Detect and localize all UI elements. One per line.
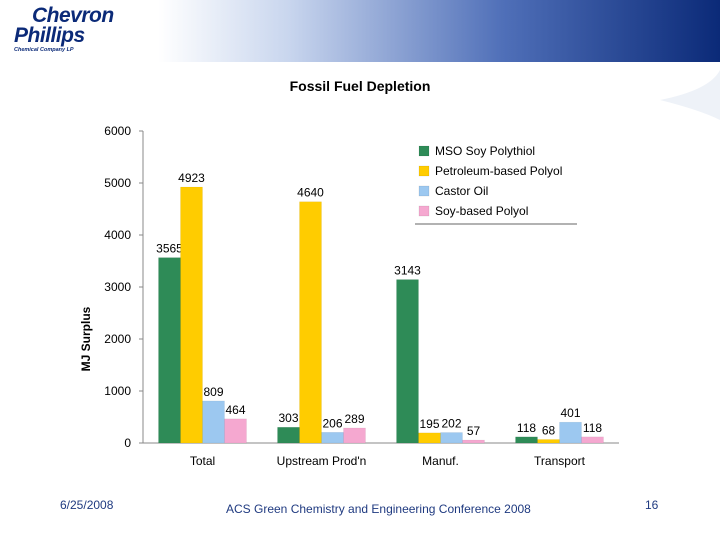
x-tick-label: Total: [190, 454, 215, 468]
decorative-swoosh: [660, 70, 720, 120]
bar: [299, 201, 322, 444]
data-label: 401: [560, 406, 580, 420]
y-tick-label: 4000: [104, 228, 131, 242]
x-tick-label: Manuf.: [422, 454, 459, 468]
data-label: 206: [322, 416, 342, 430]
data-label: 3143: [394, 264, 421, 278]
y-axis-label: MJ Surplus: [79, 306, 93, 371]
data-label: 4923: [178, 171, 205, 185]
data-label: 195: [419, 417, 439, 431]
footer-date: 6/25/2008: [60, 498, 114, 512]
chart-title: Fossil Fuel Depletion: [290, 78, 431, 94]
footer-page-number: 16: [645, 498, 659, 512]
data-label: 3565: [156, 242, 183, 256]
x-tick-label: Upstream Prod'n: [277, 454, 367, 468]
legend-swatch: [418, 145, 430, 157]
legend-swatch: [418, 205, 430, 217]
data-label: 303: [278, 411, 298, 425]
data-label: 4640: [297, 186, 324, 200]
company-logo: Chevron Phillips Chemical Company LP: [10, 4, 120, 58]
bar: [440, 432, 463, 444]
legend-label: Castor Oil: [435, 184, 488, 198]
bar: [462, 439, 485, 444]
legend-label: Soy-based Polyol: [435, 204, 528, 218]
header-band: [0, 0, 720, 62]
bar: [158, 257, 181, 444]
bar: [418, 432, 441, 444]
data-label: 68: [542, 423, 556, 437]
bar: [515, 436, 538, 444]
y-tick-label: 5000: [104, 176, 131, 190]
data-label: 464: [225, 403, 245, 417]
chart-panel: Fossil Fuel Depletion MJ Surplus 0 1000 20…: [63, 64, 656, 489]
x-tick-label: Transport: [534, 454, 586, 468]
legend-swatch: [418, 185, 430, 197]
bar: [559, 421, 582, 444]
bar: [537, 439, 560, 444]
data-label: 202: [441, 416, 461, 430]
bar: [321, 432, 344, 444]
bar: [180, 186, 203, 444]
y-tick-label: 6000: [104, 124, 131, 138]
bar: [277, 426, 300, 444]
data-label: 118: [517, 421, 536, 435]
bar: [396, 279, 419, 444]
data-label: 118: [583, 421, 602, 435]
legend-label: Petroleum-based Polyol: [435, 164, 562, 178]
bar: [202, 400, 225, 444]
data-label: 57: [467, 424, 481, 438]
y-tick-label: 3000: [104, 280, 131, 294]
bar: [581, 436, 604, 444]
fossil-fuel-depletion-chart: Fossil Fuel Depletion MJ Surplus 0 1000 20…: [79, 78, 619, 468]
bar: [224, 418, 247, 444]
footer-conference: ACS Green Chemistry and Engineering Conf…: [226, 502, 531, 516]
y-tick-label: 2000: [104, 332, 131, 346]
legend-swatch: [418, 165, 430, 177]
data-label: 289: [344, 412, 364, 426]
legend-label: MSO Soy Polythiol: [435, 144, 535, 158]
logo-text-chevron: Chevron: [32, 4, 114, 27]
bar: [343, 427, 366, 444]
data-label: 809: [203, 385, 223, 399]
y-tick-label: 1000: [104, 384, 131, 398]
logo-text-subtitle: Chemical Company LP: [14, 47, 74, 53]
logo-text-phillips: Phillips: [14, 24, 85, 47]
y-tick-label: 0: [124, 436, 131, 450]
